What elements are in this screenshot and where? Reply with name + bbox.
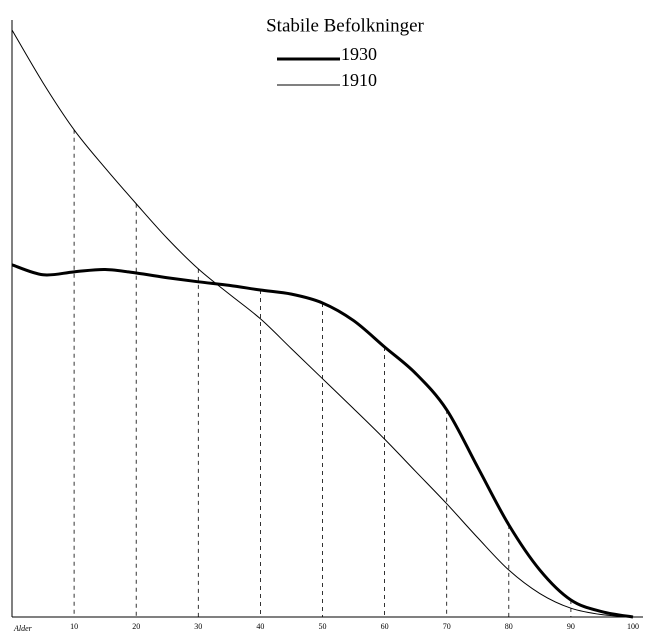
series-line: [11, 29, 634, 618]
x-tick-label: 100: [627, 622, 639, 631]
x-tick-label: 80: [505, 622, 513, 631]
x-tick-label: 50: [319, 622, 327, 631]
chart-title: Stabile Befolkninger: [266, 15, 424, 36]
x-tick-label: 20: [132, 622, 140, 631]
x-tick-label: 10: [70, 622, 78, 631]
x-tick-label: 70: [443, 622, 451, 631]
x-tick-label: 60: [381, 622, 389, 631]
x-tick-label: 30: [194, 622, 202, 631]
x-axis-label: Alder: [13, 624, 33, 633]
series-line: [11, 263, 634, 619]
x-tick-label: 90: [567, 622, 575, 631]
legend-label: 1910: [341, 70, 377, 90]
legend-label: 1930: [341, 44, 377, 64]
x-tick-label: 40: [256, 622, 264, 631]
